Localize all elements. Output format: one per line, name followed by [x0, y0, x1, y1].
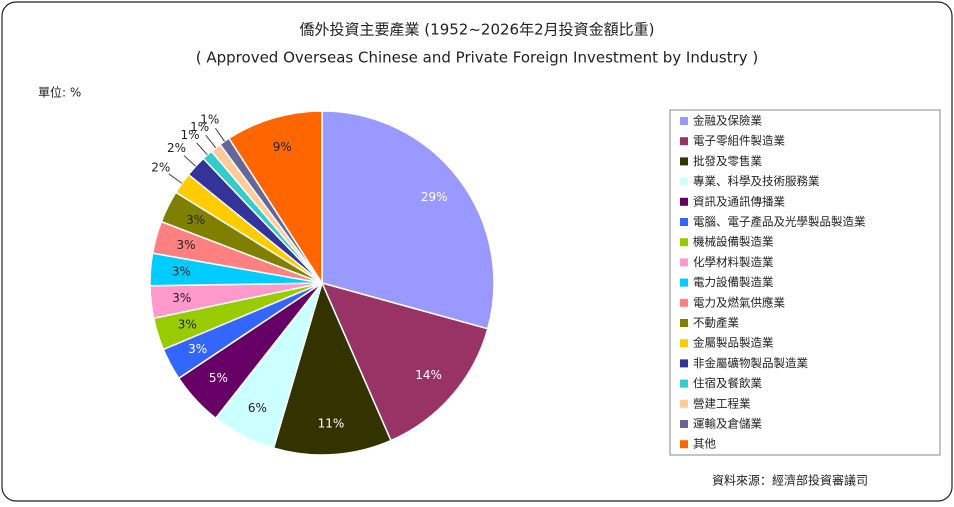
data-label: 2% [151, 161, 170, 175]
legend-label: 電子零組件製造業 [693, 134, 785, 148]
leader-line [196, 142, 208, 156]
data-label: 3% [172, 291, 191, 305]
leader-line [168, 173, 183, 184]
legend-label: 非金屬礦物製品製造業 [693, 356, 808, 370]
legend-swatch [680, 117, 688, 125]
legend-label: 其他 [693, 437, 716, 451]
legend-swatch [680, 177, 688, 186]
legend-label: 不動產業 [693, 316, 739, 330]
legend-label: 電腦、電子產品及光學製品製造業 [693, 215, 866, 229]
legend-label: 營建工程業 [693, 396, 751, 410]
legend-swatch [680, 379, 688, 388]
legend-label: 專業、科學及技術服務業 [693, 174, 820, 188]
legend-box [669, 109, 941, 456]
data-label: 1% [200, 112, 219, 126]
legend-label: 金屬製品製造業 [693, 336, 774, 350]
source: 資料來源：經濟部投資審議司 [712, 473, 868, 488]
legend-label: 運輸及倉儲業 [693, 417, 762, 431]
data-label: 3% [186, 213, 205, 227]
leader-line [205, 134, 217, 149]
leader-line [214, 127, 225, 142]
data-label: 1% [190, 120, 209, 134]
legend-swatch [680, 137, 688, 146]
data-label: 1% [180, 128, 199, 142]
leader-line [183, 155, 196, 167]
legend-label: 機械設備製造業 [693, 235, 774, 249]
legend-swatch [680, 440, 688, 449]
legend-swatch [680, 218, 688, 226]
data-label: 14% [415, 368, 442, 382]
legend-swatch [680, 339, 688, 348]
data-label: 5% [209, 371, 228, 385]
data-label: 6% [248, 401, 267, 415]
legend-swatch [680, 278, 688, 287]
data-label: 3% [188, 342, 207, 356]
legend-swatch [680, 238, 688, 247]
legend-label: 金融及保險業 [693, 114, 762, 128]
legend-swatch [680, 298, 688, 307]
data-label: 29% [421, 190, 448, 204]
legend-swatch [680, 359, 688, 368]
legend-swatch [680, 319, 688, 327]
legend-swatch [680, 258, 688, 267]
data-label: 3% [177, 238, 196, 252]
legend-label: 電力設備製造業 [693, 275, 774, 289]
legend-swatch [680, 197, 688, 206]
data-label: 11% [318, 416, 345, 430]
legend-label: 資訊及通訊傳播業 [693, 194, 785, 208]
pie-slice [321, 110, 495, 330]
pie-slice [227, 110, 323, 286]
chart-title: 僑外投資主要產業 (1952~2026年2月投資金額比重) [300, 21, 655, 39]
data-label: 9% [273, 140, 292, 154]
legend-label: 化學材料製造業 [693, 255, 774, 269]
chart-subtitle: ( Approved Overseas Chinese and Private … [196, 49, 759, 67]
data-label: 3% [172, 264, 191, 278]
data-label: 3% [178, 317, 197, 331]
legend-label: 電力及燃氣供應業 [693, 295, 785, 309]
legend-swatch [680, 157, 688, 166]
pie-slice [272, 280, 392, 456]
legend-swatch [680, 420, 688, 428]
pie-slice [320, 281, 489, 442]
unit-label: 單位: % [38, 85, 81, 100]
legend-swatch [680, 399, 688, 408]
legend-label: 批發及零售業 [693, 154, 762, 168]
legend-label: 住宿及餐飲業 [693, 376, 762, 390]
data-label: 2% [167, 141, 186, 155]
